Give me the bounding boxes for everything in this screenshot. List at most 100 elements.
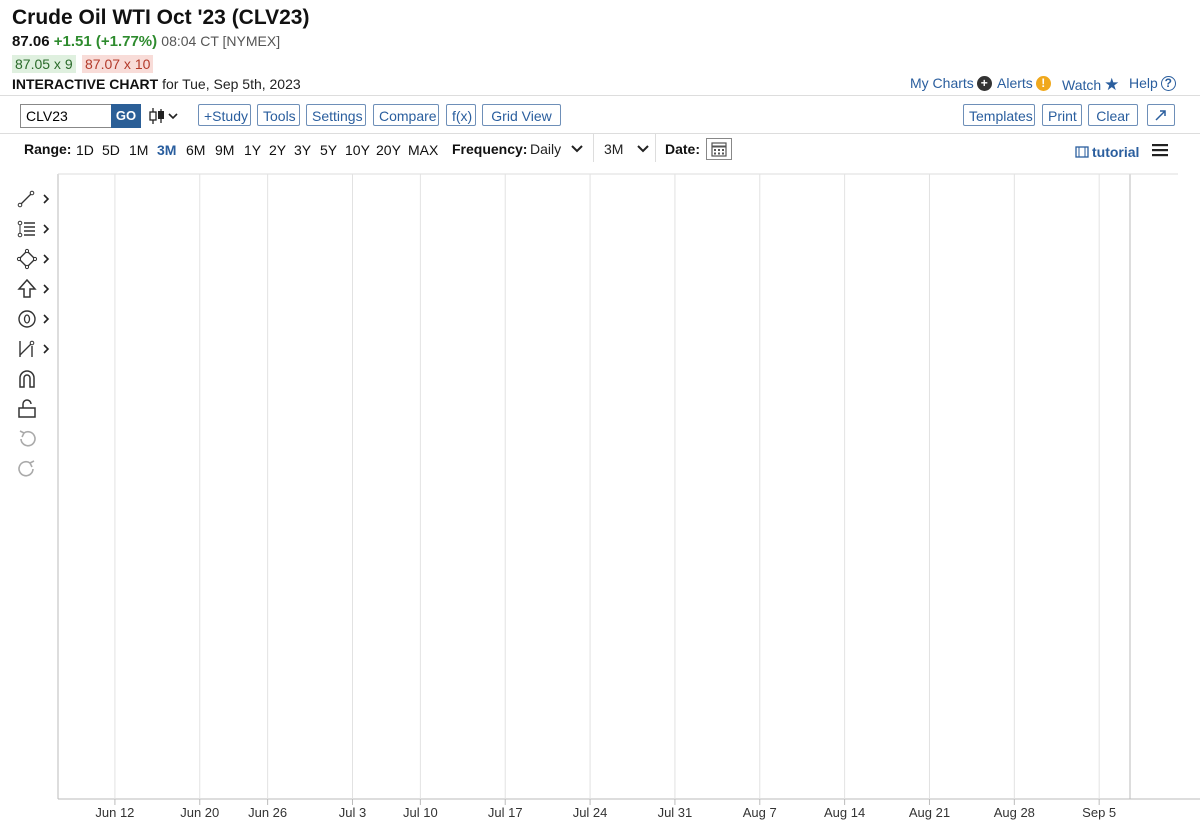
lock-icon bbox=[18, 399, 36, 418]
range-label: Range: bbox=[24, 141, 72, 157]
undo-icon bbox=[19, 430, 36, 447]
help-label: Help bbox=[1129, 75, 1158, 91]
templates-button[interactable]: Templates bbox=[963, 104, 1035, 126]
chevron-right-icon bbox=[43, 254, 50, 264]
symbol-input[interactable] bbox=[20, 104, 112, 128]
chevron-right-icon bbox=[43, 314, 50, 324]
my-charts-label: My Charts bbox=[910, 75, 974, 91]
frequency-value: Daily bbox=[530, 141, 562, 157]
chevron-down-icon bbox=[571, 145, 583, 153]
hamburger-menu-icon bbox=[1152, 144, 1168, 157]
measure-tool-button[interactable] bbox=[16, 338, 56, 362]
range-option-1y[interactable]: 1Y bbox=[244, 142, 262, 158]
measure-tool-icon bbox=[19, 340, 35, 357]
expand-icon bbox=[1155, 110, 1166, 121]
x-tick-label: Jul 24 bbox=[573, 805, 608, 820]
chevron-down-icon bbox=[637, 145, 650, 153]
range-option-9m[interactable]: 9M bbox=[215, 142, 235, 158]
tutorial-link[interactable]: tutorial bbox=[1075, 144, 1139, 160]
line-tool-icon bbox=[17, 190, 35, 208]
line-tool-button[interactable] bbox=[16, 188, 56, 212]
range-option-1m[interactable]: 1M bbox=[129, 142, 149, 158]
range-option-5d[interactable]: 5D bbox=[102, 142, 120, 158]
divider bbox=[0, 133, 1200, 134]
film-icon bbox=[1075, 146, 1089, 158]
calendar-icon bbox=[711, 142, 727, 157]
fib-tool-button[interactable] bbox=[16, 218, 56, 242]
range-option-6m[interactable]: 6M bbox=[186, 142, 206, 158]
x-tick-label: Aug 14 bbox=[824, 805, 865, 820]
period-value: 3M bbox=[604, 141, 624, 157]
annotation-tool-button[interactable] bbox=[16, 308, 56, 332]
compare-button[interactable]: Compare bbox=[373, 104, 439, 126]
arrow-tool-icon bbox=[17, 278, 37, 298]
arrow-tool-button[interactable] bbox=[16, 278, 56, 302]
shape-tool-button[interactable] bbox=[16, 248, 56, 272]
quote-line: 87.06 +1.51 (+1.77%) 08:04 CT [NYMEX] bbox=[12, 33, 280, 50]
alerts-label: Alerts bbox=[997, 75, 1033, 91]
range-option-2y[interactable]: 2Y bbox=[269, 142, 287, 158]
page-title: Crude Oil WTI Oct '23 (CLV23) bbox=[12, 6, 310, 29]
divider bbox=[593, 134, 594, 162]
frequency-dropdown[interactable]: Daily bbox=[530, 141, 583, 157]
my-charts-link[interactable]: My Charts + bbox=[910, 75, 992, 91]
go-button[interactable]: GO bbox=[111, 104, 141, 128]
help-icon: ? bbox=[1160, 75, 1176, 91]
watch-link[interactable]: Watch ★ bbox=[1062, 75, 1119, 95]
range-option-1d[interactable]: 1D bbox=[76, 142, 94, 158]
redo-icon bbox=[18, 460, 35, 477]
print-button[interactable]: Print bbox=[1042, 104, 1082, 126]
chart-type-dropdown[interactable] bbox=[148, 106, 180, 126]
study-button[interactable]: +Study bbox=[198, 104, 251, 126]
x-tick-label: Jun 12 bbox=[95, 805, 134, 820]
x-tick-label: Aug 7 bbox=[743, 805, 777, 820]
chart-caption: INTERACTIVE CHART for Tue, Sep 5th, 2023 bbox=[12, 76, 301, 92]
fib-tool-icon bbox=[17, 220, 35, 238]
chart-date: for Tue, Sep 5th, 2023 bbox=[162, 76, 301, 92]
interactive-chart-label: INTERACTIVE CHART bbox=[12, 76, 159, 92]
bid-quote: 87.05 x 9 bbox=[12, 55, 76, 73]
magnet-button[interactable] bbox=[16, 368, 56, 392]
settings-button[interactable]: Settings bbox=[306, 104, 366, 126]
x-tick-label: Jun 26 bbox=[248, 805, 287, 820]
watch-label: Watch bbox=[1062, 77, 1102, 93]
x-tick-label: Jul 3 bbox=[339, 805, 366, 820]
redo-button[interactable] bbox=[16, 458, 56, 482]
lock-button[interactable] bbox=[16, 398, 56, 422]
x-tick-label: Jun 20 bbox=[180, 805, 219, 820]
range-option-5y[interactable]: 5Y bbox=[320, 142, 338, 158]
expand-button[interactable] bbox=[1147, 104, 1175, 126]
clear-button[interactable]: Clear bbox=[1088, 104, 1138, 126]
help-link[interactable]: Help ? bbox=[1129, 75, 1176, 91]
range-option-20y[interactable]: 20Y bbox=[376, 142, 401, 158]
chevron-right-icon bbox=[43, 194, 50, 204]
chevron-right-icon bbox=[43, 344, 50, 354]
range-option-10y[interactable]: 10Y bbox=[345, 142, 370, 158]
star-icon: ★ bbox=[1104, 75, 1120, 94]
x-tick-label: Aug 28 bbox=[994, 805, 1035, 820]
period-dropdown[interactable]: 3M bbox=[604, 141, 650, 157]
undo-button[interactable] bbox=[16, 428, 56, 452]
tutorial-label: tutorial bbox=[1092, 144, 1140, 160]
x-tick-label: Jul 10 bbox=[403, 805, 438, 820]
candlestick-chart[interactable]: 88.0086.0084.0082.0080.0078.0076.0074.00… bbox=[0, 170, 1200, 840]
chevron-right-icon bbox=[43, 224, 50, 234]
x-tick-label: Aug 21 bbox=[909, 805, 950, 820]
range-option-max[interactable]: MAX bbox=[408, 142, 439, 158]
function-button[interactable]: f(x) bbox=[446, 104, 476, 126]
date-picker-button[interactable] bbox=[706, 138, 732, 160]
x-tick-label: Jul 17 bbox=[488, 805, 523, 820]
ask-quote: 87.07 x 10 bbox=[82, 55, 154, 73]
annotation-tool-icon bbox=[18, 310, 36, 328]
range-option-3y[interactable]: 3Y bbox=[294, 142, 312, 158]
candlestick-type-icon bbox=[149, 108, 178, 124]
x-tick-label: Jul 31 bbox=[658, 805, 693, 820]
divider bbox=[655, 134, 656, 162]
tools-button[interactable]: Tools bbox=[257, 104, 300, 126]
alerts-link[interactable]: Alerts ! bbox=[997, 75, 1051, 91]
grid-view-button[interactable]: Grid View bbox=[482, 104, 561, 126]
date-label: Date: bbox=[665, 141, 701, 157]
range-option-3m[interactable]: 3M bbox=[157, 142, 177, 158]
menu-button[interactable] bbox=[1152, 143, 1168, 157]
magnet-icon bbox=[19, 370, 35, 388]
